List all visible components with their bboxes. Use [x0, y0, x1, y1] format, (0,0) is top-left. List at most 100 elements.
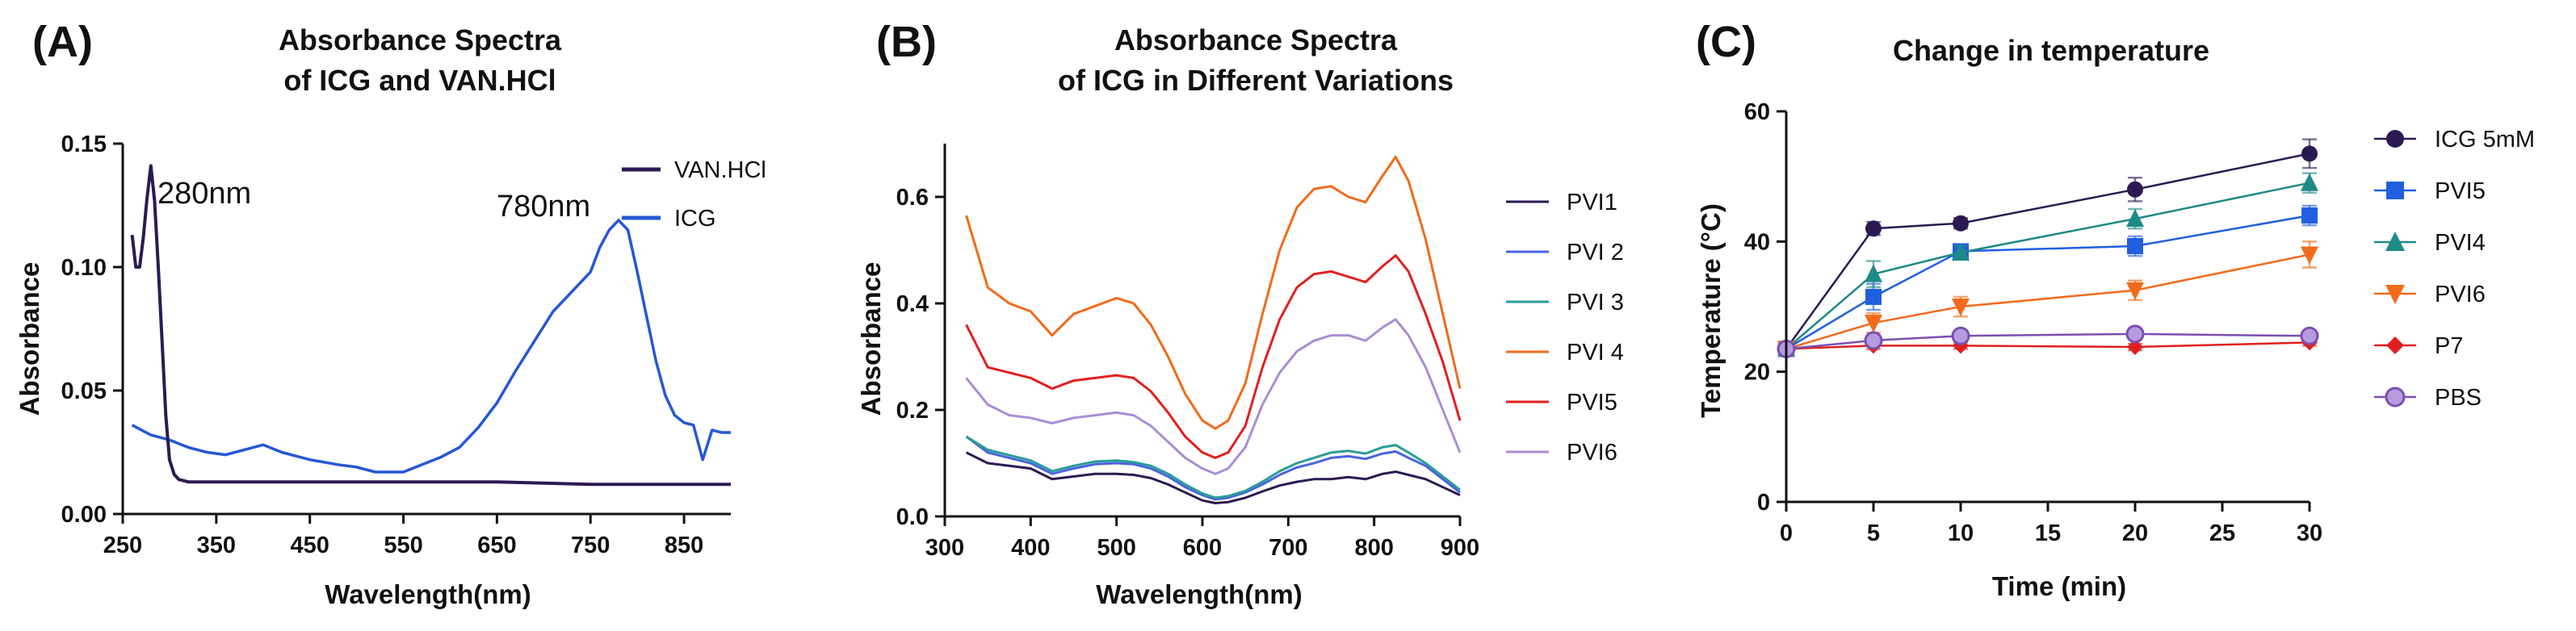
- data-point-marker: [2301, 173, 2318, 191]
- legend-label: PVI 4: [1567, 340, 1624, 366]
- panel-a-legend: VAN.HCl ICG: [622, 157, 766, 232]
- legend-label: ICG 5mM: [2435, 127, 2535, 153]
- x-tick-label: 600: [1183, 535, 1222, 561]
- series-line-pvi4: [965, 156, 1462, 430]
- data-point-marker: [2126, 209, 2144, 228]
- x-tick-label: 20: [2122, 520, 2148, 546]
- x-tick-label: 800: [1354, 535, 1393, 561]
- x-tick-label: 450: [290, 533, 329, 558]
- x-tick-label: 700: [1269, 535, 1307, 561]
- series-line-icg: [131, 219, 731, 474]
- series-p7: [1778, 334, 2318, 357]
- series-line-vanhcl: [130, 164, 731, 487]
- data-point-marker: [2125, 324, 2145, 344]
- data-point-marker: [2301, 207, 2318, 224]
- data-point-marker: [1952, 299, 1970, 316]
- panel-c-legend: ICG 5mM PVI5 PVI4 PVI6 P7 PBS: [2374, 127, 2535, 411]
- data-point-marker: [2300, 326, 2319, 345]
- panel-a-label: (A): [32, 18, 93, 66]
- legend-label: PVI5: [2435, 178, 2486, 204]
- panel-b-y-axis-title: Absorbance: [856, 262, 886, 416]
- series-line-pvi1: [965, 451, 1461, 504]
- legend-label: ICG: [674, 206, 716, 232]
- y-tick-label: 0.6: [896, 185, 929, 211]
- data-point-marker: [2386, 130, 2404, 148]
- panel-a-title-line1: Absorbance Spectra: [279, 23, 562, 56]
- y-tick-label: 0.15: [61, 132, 107, 157]
- series-line: [1785, 153, 2310, 350]
- legend-label: PVI1: [1567, 190, 1617, 215]
- y-tick-label: 0.4: [896, 291, 929, 317]
- x-tick-label: 10: [1948, 520, 1974, 546]
- data-point-marker: [1952, 243, 1970, 261]
- series-line-pvi2: [965, 435, 1461, 501]
- annotation-780nm: 780nm: [497, 190, 590, 224]
- y-tick-label: 0.05: [61, 378, 107, 404]
- x-tick-label: 5: [1867, 520, 1880, 546]
- x-tick-label: 650: [477, 533, 516, 558]
- x-tick-label: 550: [384, 533, 422, 558]
- series-line-pvi5: [965, 254, 1462, 459]
- panel-b-title-line2: of ICG in Different Variations: [1058, 64, 1454, 97]
- data-point-marker: [2127, 339, 2143, 356]
- data-point-marker: [2385, 387, 2406, 407]
- legend-label: PVI 2: [1567, 240, 1624, 265]
- panel-b-title-line1: Absorbance Spectra: [1114, 23, 1398, 56]
- legend-label: PVI6: [2435, 282, 2486, 307]
- series-pvi4: [1777, 172, 2318, 357]
- data-point-marker: [2301, 246, 2318, 265]
- x-tick-label: 750: [571, 533, 610, 558]
- legend-label: P7: [2435, 333, 2463, 359]
- panel-b-label: (B): [876, 18, 937, 66]
- data-point-marker: [2386, 336, 2404, 354]
- series-pbs: [1777, 324, 2319, 358]
- panel-c-title: Change in temperature: [1893, 34, 2209, 67]
- x-tick-label: 250: [103, 533, 142, 558]
- x-tick-label: 400: [1011, 535, 1050, 561]
- data-point-marker: [1865, 264, 1882, 282]
- x-tick-label: 30: [2297, 520, 2322, 546]
- panel-b-legend: PVI1 PVI 2 PVI 3 PVI 4 PVI5 PVI6: [1506, 190, 1624, 466]
- annotation-280nm: 280nm: [157, 177, 251, 211]
- x-tick-label: 350: [197, 533, 236, 558]
- panel-a-y-axis-title: Absorbance: [15, 262, 44, 416]
- legend-label: PVI5: [1567, 390, 1617, 416]
- series-line-pvi3: [965, 435, 1461, 499]
- x-tick-label: 15: [2035, 520, 2061, 546]
- data-point-marker: [1865, 315, 1882, 333]
- y-tick-label: 40: [1744, 229, 1770, 255]
- legend-label: PVI6: [1567, 440, 1617, 466]
- x-tick-label: 25: [2209, 520, 2235, 546]
- data-point-marker: [2386, 182, 2404, 199]
- y-tick-label: 20: [1744, 360, 1770, 386]
- data-point-marker: [1864, 331, 1883, 350]
- x-tick-label: 300: [925, 535, 964, 561]
- data-point-marker: [2385, 232, 2405, 251]
- panel-c: (C) Change in temperature Temperature (°…: [1696, 18, 2535, 601]
- panel-a: (A) Absorbance Spectra of ICG and VAN.HC…: [15, 18, 766, 609]
- y-tick-label: 0: [1757, 490, 1770, 516]
- legend-label: PVI 3: [1567, 290, 1624, 316]
- data-point-marker: [2126, 282, 2144, 300]
- y-tick-label: 0.10: [61, 255, 107, 281]
- x-tick-label: 900: [1441, 535, 1479, 561]
- data-point-marker: [2127, 237, 2143, 254]
- data-point-marker: [1865, 288, 1882, 305]
- panel-c-label: (C): [1696, 18, 1756, 66]
- y-tick-label: 0.2: [896, 398, 929, 424]
- data-point-marker: [2127, 181, 2143, 198]
- x-tick-label: 0: [1780, 520, 1793, 546]
- data-point-marker: [1951, 326, 1970, 345]
- panel-c-x-axis-title: Time (min): [1992, 571, 2126, 601]
- data-point-marker: [2385, 285, 2405, 304]
- panel-c-y-axis-title: Temperature (°C): [1696, 203, 1726, 418]
- legend-label: PVI4: [2435, 230, 2486, 256]
- panel-b: (B) Absorbance Spectra of ICG in Differe…: [856, 18, 1624, 609]
- y-tick-label: 60: [1744, 99, 1770, 125]
- panel-b-x-axis-title: Wavelength(nm): [1096, 579, 1302, 609]
- series-line-pvi6: [965, 318, 1462, 475]
- data-point-marker: [1865, 220, 1882, 237]
- y-tick-label: 0.0: [896, 504, 929, 530]
- legend-label: PBS: [2435, 385, 2482, 411]
